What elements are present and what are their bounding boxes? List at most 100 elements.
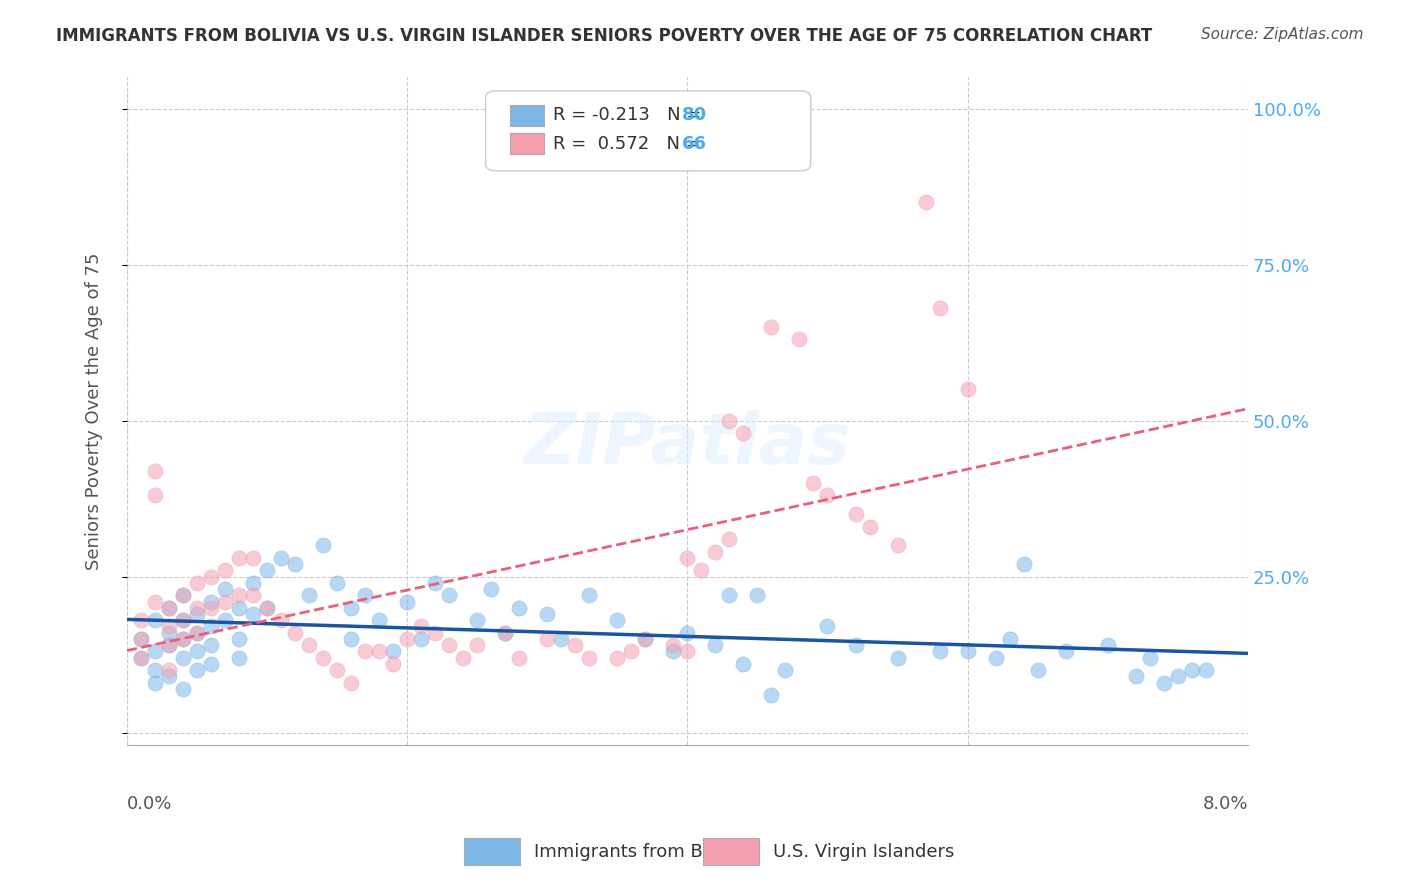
Point (284, 557, 307, 571)
Text: Immigrants from Bolivia: Immigrants from Bolivia (534, 843, 751, 861)
Point (396, 594, 419, 608)
Point (676, 550, 699, 565)
Point (634, 632, 657, 646)
Point (256, 563, 278, 577)
Point (200, 619, 222, 633)
Point (228, 588, 250, 602)
Point (284, 625, 307, 640)
Point (1054, 644, 1077, 658)
Point (662, 644, 685, 658)
Point (465, 613, 488, 627)
Point (172, 588, 194, 602)
Point (536, 607, 558, 621)
FancyBboxPatch shape (485, 91, 811, 171)
Point (1139, 650, 1161, 665)
Point (676, 644, 699, 658)
Point (157, 619, 180, 633)
Point (172, 613, 194, 627)
Point (312, 538, 335, 552)
Point (354, 644, 377, 658)
Point (129, 632, 152, 646)
Point (1125, 669, 1147, 683)
Point (200, 594, 222, 608)
Point (704, 638, 727, 652)
Point (214, 563, 236, 577)
Point (186, 663, 208, 677)
Point (157, 600, 180, 615)
Text: U.S. Virgin Islanders: U.S. Virgin Islanders (773, 843, 955, 861)
Point (775, 663, 797, 677)
Point (382, 657, 405, 671)
Point (606, 613, 628, 627)
Point (578, 650, 600, 665)
Point (256, 600, 278, 615)
Point (858, 519, 880, 533)
Point (817, 488, 839, 502)
Point (411, 619, 433, 633)
Point (200, 638, 222, 652)
Point (928, 301, 950, 316)
Point (411, 632, 433, 646)
Point (662, 638, 685, 652)
Point (1167, 669, 1189, 683)
Point (172, 681, 194, 696)
Point (214, 594, 236, 608)
Point (718, 588, 741, 602)
Point (228, 650, 250, 665)
Point (733, 426, 755, 441)
Point (817, 619, 839, 633)
Point (186, 625, 208, 640)
Point (186, 644, 208, 658)
Point (242, 575, 264, 590)
Point (143, 488, 166, 502)
Point (340, 600, 363, 615)
Point (550, 632, 572, 646)
Point (844, 507, 866, 521)
Point (157, 625, 180, 640)
Point (157, 663, 180, 677)
Text: 8.0%: 8.0% (1202, 795, 1249, 814)
Point (1195, 663, 1218, 677)
Point (186, 625, 208, 640)
Point (998, 632, 1021, 646)
Point (1012, 557, 1035, 571)
Point (242, 607, 264, 621)
Point (143, 463, 166, 477)
Text: ZIPatlas: ZIPatlas (523, 410, 851, 479)
Point (172, 632, 194, 646)
Point (886, 538, 908, 552)
Point (143, 644, 166, 658)
Point (536, 632, 558, 646)
Point (326, 575, 349, 590)
Text: R =  0.572   N =: R = 0.572 N = (553, 135, 706, 153)
Point (129, 650, 152, 665)
Point (200, 657, 222, 671)
Point (508, 600, 530, 615)
Point (172, 613, 194, 627)
Point (298, 638, 321, 652)
Point (494, 625, 516, 640)
FancyBboxPatch shape (510, 105, 544, 126)
Point (437, 588, 460, 602)
Point (186, 600, 208, 615)
Point (340, 632, 363, 646)
Point (606, 650, 628, 665)
Point (437, 638, 460, 652)
Point (733, 657, 755, 671)
Text: 80: 80 (682, 106, 707, 125)
FancyBboxPatch shape (510, 133, 544, 154)
Point (172, 650, 194, 665)
Point (789, 333, 811, 347)
Point (718, 414, 741, 428)
Point (172, 588, 194, 602)
Point (761, 320, 783, 334)
Point (242, 588, 264, 602)
Point (200, 600, 222, 615)
Text: Source: ZipAtlas.com: Source: ZipAtlas.com (1201, 27, 1364, 42)
Point (214, 613, 236, 627)
Point (228, 600, 250, 615)
Point (396, 632, 419, 646)
Point (1153, 675, 1175, 690)
Point (382, 644, 405, 658)
Point (354, 588, 377, 602)
